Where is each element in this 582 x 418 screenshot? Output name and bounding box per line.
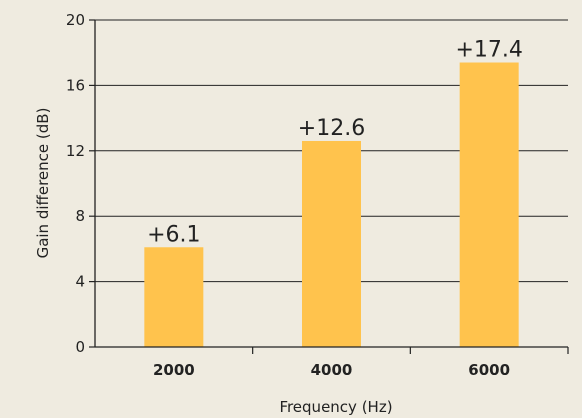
data-label: +17.4	[455, 38, 522, 63]
bars	[144, 62, 519, 347]
data-label: +6.1	[147, 222, 200, 247]
y-axis-title: Gain difference (dB)	[34, 108, 52, 259]
data-label: +12.6	[298, 116, 365, 141]
y-axis-ticks: 0 4 8 12 16 20	[66, 11, 95, 356]
x-tick-label: 2000	[153, 361, 195, 379]
axes	[94, 20, 568, 348]
y-tick-label: 0	[75, 338, 85, 356]
data-labels: +6.1 +12.6 +17.4	[147, 38, 523, 248]
x-tick-label: 6000	[468, 361, 510, 379]
y-tick-label: 20	[66, 11, 85, 29]
x-axis-ticks: 2000 4000 6000	[153, 347, 569, 379]
x-tick-label: 4000	[311, 361, 353, 379]
y-tick-label: 12	[66, 142, 85, 160]
y-tick-label: 8	[75, 207, 85, 225]
y-tick-label: 16	[66, 76, 85, 94]
bar-2000	[144, 247, 204, 347]
x-axis-title: Frequency (Hz)	[279, 398, 392, 416]
y-tick-label: 4	[75, 273, 85, 291]
bar-4000	[302, 140, 361, 347]
bar-6000	[459, 62, 519, 347]
